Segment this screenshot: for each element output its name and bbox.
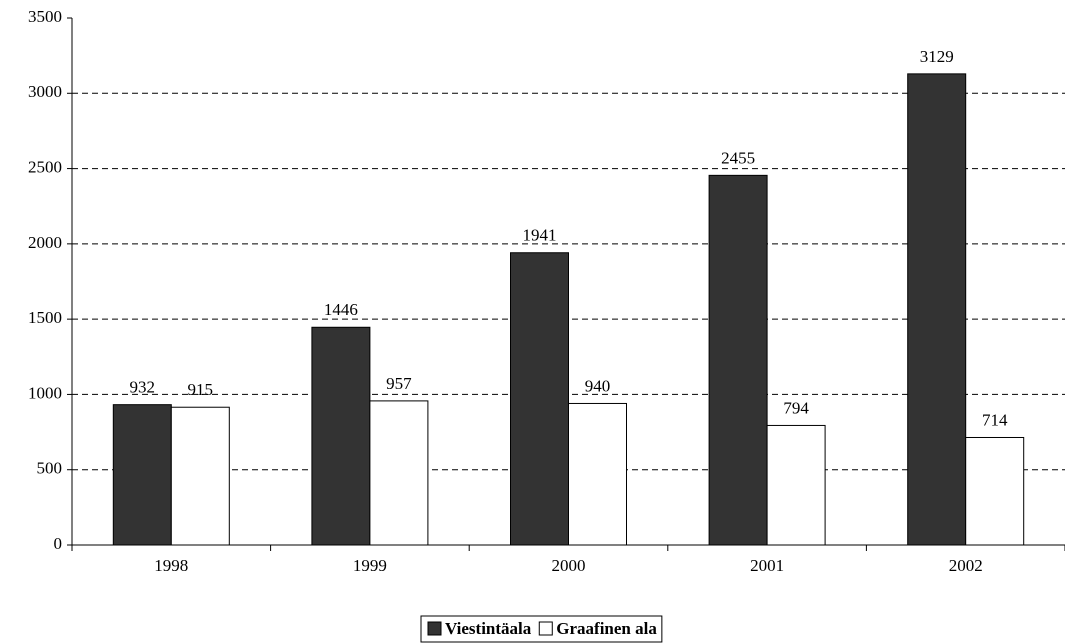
- bar: [311, 326, 371, 546]
- data-label: 3129: [920, 47, 954, 66]
- bar: [766, 424, 826, 546]
- x-tick-label: 2000: [552, 556, 586, 575]
- x-tick-label: 1998: [154, 556, 188, 575]
- data-label: 915: [188, 380, 214, 399]
- bar: [965, 436, 1025, 546]
- bar: [112, 404, 172, 546]
- bar: [369, 400, 429, 546]
- y-tick-label: 0: [54, 534, 63, 553]
- bar: [170, 406, 230, 546]
- data-label: 794: [783, 398, 809, 417]
- data-label: 714: [982, 410, 1008, 429]
- x-tick-label: 2002: [949, 556, 983, 575]
- y-tick-label: 1000: [28, 383, 62, 402]
- data-label: 940: [585, 376, 611, 395]
- legend-swatch: [427, 621, 442, 636]
- bar: [907, 73, 967, 546]
- bar: [708, 174, 768, 546]
- legend-swatch: [538, 621, 553, 636]
- y-tick-label: 1500: [28, 308, 62, 327]
- legend-label: Graafinen ala: [556, 619, 657, 638]
- x-tick-label: 1999: [353, 556, 387, 575]
- legend-label: Viestintäala: [445, 619, 532, 638]
- legend: Viestintäala Graafinen ala: [420, 615, 663, 643]
- data-label: 2455: [721, 148, 755, 167]
- y-tick-label: 3500: [28, 7, 62, 26]
- data-label: 932: [130, 378, 156, 397]
- bar: [510, 252, 569, 546]
- data-label: 1941: [523, 226, 557, 245]
- legend-box: [420, 615, 663, 643]
- y-tick-label: 3000: [28, 82, 62, 101]
- bar: [568, 402, 627, 546]
- y-tick-label: 500: [37, 459, 63, 478]
- data-label: 957: [386, 374, 412, 393]
- data-label: 1446: [324, 300, 358, 319]
- x-tick-label: 2001: [750, 556, 784, 575]
- y-tick-label: 2000: [28, 233, 62, 252]
- y-tick-label: 2500: [28, 157, 62, 176]
